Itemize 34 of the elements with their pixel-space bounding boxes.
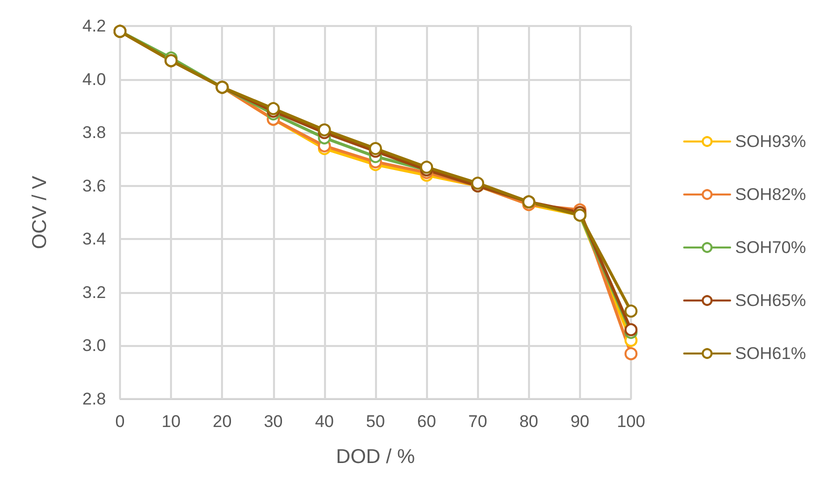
y-axis-title: OCV / V — [29, 175, 51, 250]
x-tick-label: 30 — [264, 412, 283, 431]
y-tick-label: 3.6 — [82, 176, 106, 196]
point — [624, 347, 638, 360]
point — [624, 304, 638, 318]
x-tick-label: 80 — [519, 412, 538, 431]
legend-label: SOH65% — [735, 291, 806, 310]
x-tick-label: 100 — [616, 412, 646, 431]
y-tick-label: 3.2 — [82, 282, 106, 302]
point — [369, 142, 382, 156]
x-tick-label: 90 — [570, 412, 590, 431]
x-tick-label: 70 — [468, 412, 488, 431]
point — [318, 123, 331, 136]
legend-label: SOH61% — [735, 344, 806, 363]
x-tick-label: 40 — [314, 412, 334, 431]
y-tick-label: 3.8 — [82, 123, 106, 142]
legend-label: SOH93% — [735, 132, 806, 151]
y-tick-label: 4.2 — [82, 16, 106, 36]
point — [471, 176, 484, 190]
x-tick-label: 60 — [417, 412, 436, 431]
x-tick-label: 10 — [162, 412, 181, 431]
x-axis-title: DOD / % — [336, 446, 416, 468]
x-tick-label: 20 — [212, 412, 232, 431]
x-tick-label: 50 — [366, 412, 385, 431]
y-tick-label: 3.0 — [82, 336, 106, 356]
point — [266, 102, 280, 116]
x-tick-label: 0 — [115, 412, 125, 431]
point — [624, 323, 638, 336]
y-tick-label: 4.0 — [82, 70, 106, 89]
legend-label: SOH70% — [735, 238, 806, 257]
point — [420, 160, 434, 174]
y-tick-label: 2.8 — [82, 390, 106, 408]
legend-label: SOH82% — [735, 185, 806, 204]
y-tick-label: 3.4 — [82, 230, 106, 249]
